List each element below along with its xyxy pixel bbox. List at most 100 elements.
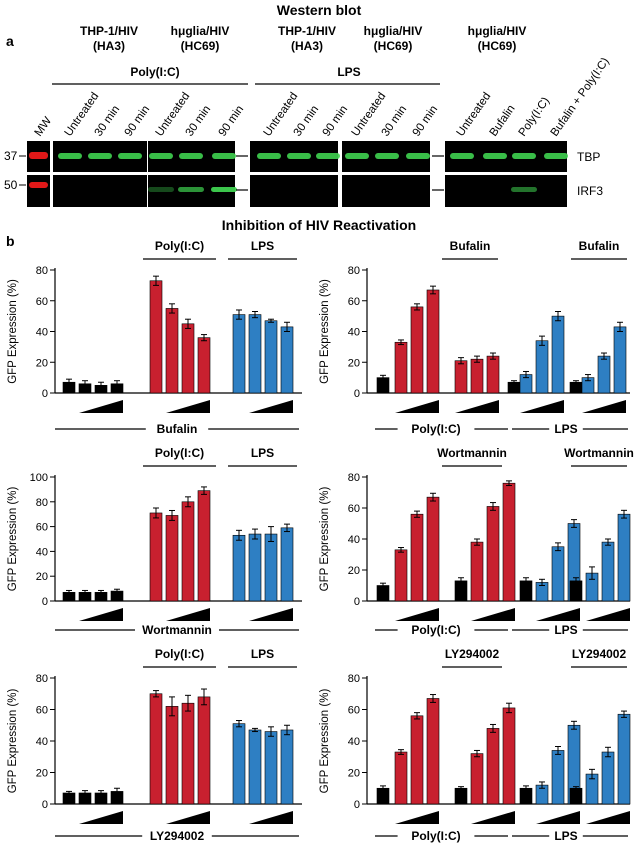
dose-triangle	[79, 811, 123, 824]
figure-title-b: Inhibition of HIV Reactivation	[222, 217, 416, 233]
blot-treatment-label: LPS	[337, 65, 360, 79]
data-bar	[232, 723, 246, 805]
data-bar	[601, 541, 615, 602]
dose-triangle	[395, 608, 439, 621]
bottom-group-label: LPS	[554, 829, 577, 843]
data-bar	[149, 512, 163, 602]
data-bar	[569, 787, 583, 805]
blot-band-label-tbp: TBP	[577, 150, 600, 164]
data-bar	[264, 533, 278, 602]
blot-band-tbp	[88, 153, 112, 159]
blot-strip	[445, 175, 567, 207]
dose-triangle	[395, 400, 439, 413]
y-tick-label: 80	[348, 673, 360, 685]
mw-size-label: 37	[4, 149, 18, 163]
data-bar	[394, 549, 408, 602]
dose-triangle	[249, 811, 293, 824]
blot-band-tbp	[287, 153, 311, 159]
dose-triangle	[471, 811, 515, 824]
blot-band-tbp	[483, 153, 507, 159]
y-axis-label: GFP Expression (%)	[319, 487, 331, 592]
data-bar	[454, 787, 468, 805]
data-bar	[551, 315, 565, 394]
data-bar	[470, 358, 484, 394]
data-bar	[181, 501, 195, 602]
dose-triangle	[79, 400, 123, 413]
blot-group-clone: (HC69)	[181, 39, 220, 53]
data-bar	[410, 306, 424, 394]
panel-label-b: b	[6, 233, 15, 249]
group-header-label: Poly(I:C)	[155, 647, 204, 661]
data-bar	[551, 546, 565, 602]
y-tick-label: 20	[348, 768, 360, 780]
bar-chart-panel: 0 20 40 60 80 100 GFP Expression (%) Poly(I:C) L…	[7, 446, 302, 637]
data-bar	[264, 731, 278, 805]
blot-group-clone: (HA3)	[93, 39, 125, 53]
blot-lane-label: 30 min	[380, 104, 410, 139]
blot-band-tbp	[512, 153, 536, 159]
data-bar	[232, 534, 246, 602]
blot-group-clone: (HA3)	[291, 39, 323, 53]
blot-band-tbp	[118, 153, 142, 159]
blot-band-tbp	[544, 153, 568, 159]
data-bar	[165, 515, 179, 602]
mw-marker-band	[29, 152, 48, 159]
dose-triangle	[536, 811, 580, 824]
group-header-label: Wortmannin	[437, 446, 507, 460]
data-bar	[248, 314, 262, 394]
panel-label-a: a	[6, 33, 14, 49]
bottom-group-label: Bufalin	[157, 422, 198, 436]
blot-lane-label: 90 min	[411, 104, 441, 139]
y-tick-label: 20	[36, 571, 48, 583]
y-tick-label: 20	[348, 565, 360, 577]
data-bar	[248, 533, 262, 602]
bar-chart-panel: 0 20 40 60 80 GFP Expression (%) Poly(I:C) LPS L…	[7, 647, 302, 843]
blot-band-irf3	[148, 187, 174, 192]
y-tick-label: 0	[354, 596, 360, 608]
blot-band-irf3	[211, 187, 237, 192]
data-bar	[394, 341, 408, 394]
y-tick-label: 40	[348, 736, 360, 748]
y-tick-label: 80	[348, 472, 360, 484]
data-bar	[502, 707, 516, 805]
y-tick-label: 40	[348, 534, 360, 546]
blot-strip	[342, 175, 430, 207]
y-tick-label: 40	[36, 327, 48, 339]
data-bar	[486, 728, 500, 805]
data-bar	[181, 702, 195, 805]
data-bar	[470, 753, 484, 805]
data-bar	[613, 326, 627, 394]
blot-lane-label: 30 min	[93, 104, 123, 139]
y-axis-label: GFP Expression (%)	[319, 279, 331, 384]
y-tick-label: 100	[30, 472, 48, 484]
bar-chart-panel: 0 20 40 60 80 GFP Expression (%) Bufalin Bufali…	[319, 239, 630, 436]
y-tick-label: 0	[42, 596, 48, 608]
group-header-label: LPS	[251, 446, 274, 460]
mw-marker-band	[29, 182, 48, 188]
blot-strip	[250, 175, 338, 207]
blot-band-tbp	[345, 153, 369, 159]
y-tick-label: 0	[42, 388, 48, 400]
y-tick-label: 40	[348, 327, 360, 339]
blot-lane-label: 30 min	[292, 104, 322, 139]
y-tick-label: 60	[348, 503, 360, 515]
blot-group-clone: (HC69)	[374, 39, 413, 53]
blot-band-tbp	[316, 153, 340, 159]
dose-triangle	[249, 608, 293, 621]
data-bar	[280, 326, 294, 394]
y-tick-label: 0	[42, 799, 48, 811]
blot-strip	[53, 175, 147, 207]
blot-group-cell-line: hμglia/HIV	[364, 24, 423, 38]
bottom-group-label: Poly(I:C)	[411, 623, 460, 637]
bottom-group-label: Poly(I:C)	[411, 829, 460, 843]
y-tick-label: 80	[348, 265, 360, 277]
group-header-label: LY294002	[572, 647, 627, 661]
mw-size-label: 50	[4, 178, 18, 192]
bar-chart-panel: 0 20 40 60 80 GFP Expression (%) Poly(I:C) LPS B…	[7, 239, 302, 436]
data-bar	[426, 289, 440, 394]
data-bar	[280, 729, 294, 805]
blot-band-tbp	[257, 153, 281, 159]
blot-strip	[27, 175, 50, 207]
blot-treatment-label: Poly(I:C)	[130, 65, 179, 79]
